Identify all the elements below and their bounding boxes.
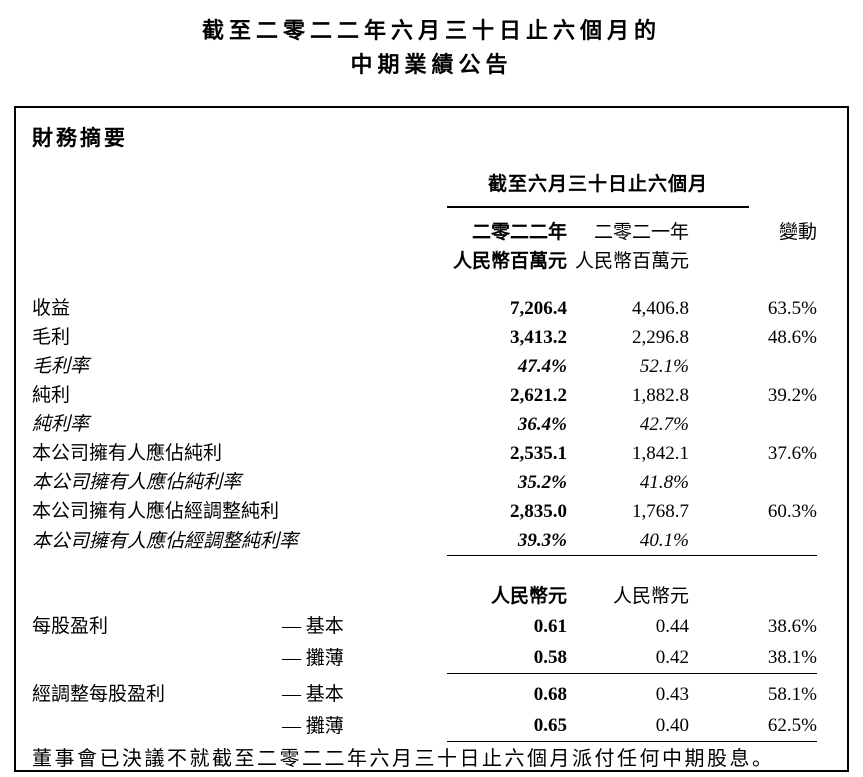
value-change: 60.3% [767,501,817,523]
row-label: 純利率 [32,414,90,436]
value-2021: 0.42 [567,642,689,675]
section-heading: 財務摘要 [32,126,128,151]
value-2022: 7,206.4 [510,298,567,320]
value-2022: 3,413.2 [510,327,567,349]
unit-2021: 人民幣百萬元 [574,251,689,273]
value-2021: 2,296.8 [632,327,689,349]
row-sublabel: — 攤薄 [282,716,344,738]
value-2021: 52.1% [639,356,689,378]
value-2021: 1,768.7 [632,501,689,523]
period-header: 截至六月三十日止六個月 [447,170,749,209]
value-2021: 0.40 [567,710,689,743]
value-2021: 4,406.8 [632,298,689,320]
units-row-yuan: 人民幣元 人民幣元 [32,582,817,611]
value-change: 39.2% [767,385,817,407]
row-sublabel: — 攤薄 [282,648,344,670]
value-2021: 41.8% [639,472,689,494]
value-2021: 40.1% [567,526,689,557]
table-row: 收益 7,206.4 4,406.8 63.5% [32,294,817,323]
column-header-2021: 二零二一年 [593,222,689,244]
value-change: 63.5% [767,298,817,320]
units-row-million: 人民幣百萬元 人民幣百萬元 [32,247,817,276]
value-2022: 2,621.2 [510,385,567,407]
value-2021: 0.44 [655,616,689,638]
value-change: 62.5% [689,710,817,743]
value-2022: 36.4% [517,414,567,436]
value-change: 37.6% [767,443,817,465]
value-2022: 2,835.0 [510,501,567,523]
row-label: 本公司擁有人應佔純利 [32,443,223,465]
row-label: 經調整每股盈利 [32,684,166,706]
table-row: 純利率 36.4% 42.7% [32,410,817,439]
row-label [32,643,282,674]
row-label: 本公司擁有人應佔經調整純利 [32,501,280,523]
value-2022: 0.65 [447,710,567,743]
table-row: 每股盈利 — 基本 0.61 0.44 38.6% [32,611,817,642]
table-row: 本公司擁有人應佔經調整純利 2,835.0 1,768.7 60.3% [32,497,817,526]
unit-2022: 人民幣百萬元 [452,251,567,273]
document-title-line1: 截至二零二二年六月三十日止六個月的 [201,18,661,43]
value-2022: 0.61 [533,616,567,638]
financial-summary-box: 財務摘要 截至六月三十日止六個月 二零二二年 二零二一年 變動 人民幣百萬元 人… [14,106,849,773]
unit-2022: 人民幣元 [490,586,567,608]
table-row: 本公司擁有人應佔純利率 35.2% 41.8% [32,468,817,497]
row-label: 本公司擁有人應佔純利率 [32,472,242,494]
row-label: 純利 [32,385,71,407]
value-2022: 0.58 [447,642,567,675]
value-change [689,555,817,557]
document-title-line2: 中期業績公告 [350,52,513,78]
unit-2021: 人民幣元 [612,586,689,608]
dividend-note: 董事會已決議不就截至二零二二年六月三十日止六個月派付任何中期股息。 [32,748,775,771]
row-label: 毛利 [32,327,71,349]
table-row: 本公司擁有人應佔純利 2,535.1 1,842.1 37.6% [32,439,817,468]
table-row: — 攤薄 0.58 0.42 38.1% [32,642,817,675]
table-row: 經調整每股盈利 — 基本 0.68 0.43 58.1% [32,679,817,710]
document-title: 截至二零二二年六月三十日止六個月的 中期業績公告 [0,0,863,82]
value-2022: 35.2% [517,472,567,494]
value-change: 58.1% [767,684,817,706]
value-change: 38.1% [689,642,817,675]
table-row: 純利 2,621.2 1,882.8 39.2% [32,381,817,410]
value-2022: 2,535.1 [510,443,567,465]
period-header-row: 截至六月三十日止六個月 [32,170,817,209]
table-row: 毛利率 47.4% 52.1% [32,352,817,381]
value-2022: 47.4% [517,356,567,378]
value-2021: 0.43 [655,684,689,706]
table-row: — 攤薄 0.65 0.40 62.5% [32,710,817,743]
row-sublabel: — 基本 [282,684,344,706]
row-sublabel: — 基本 [282,616,344,638]
column-header-row: 二零二二年 二零二一年 變動 [32,218,817,247]
value-2022: 39.3% [447,526,567,557]
table-row: 本公司擁有人應佔經調整純利率 39.3% 40.1% [32,526,817,557]
value-2021: 1,882.8 [632,385,689,407]
row-label: 收益 [32,298,71,320]
value-change: 48.6% [767,327,817,349]
row-label [32,711,282,742]
value-2022: 0.68 [533,684,567,706]
table-row: 毛利 3,413.2 2,296.8 48.6% [32,323,817,352]
row-label: 每股盈利 [32,616,109,638]
column-header-change: 變動 [778,222,817,244]
value-change: 38.6% [767,616,817,638]
row-label: 本公司擁有人應佔經調整純利率 [32,531,299,553]
value-2021: 1,842.1 [632,443,689,465]
column-header-2022: 二零二二年 [471,222,567,244]
row-label: 毛利率 [32,356,90,378]
value-2021: 42.7% [639,414,689,436]
results-table: 截至六月三十日止六個月 二零二二年 二零二一年 變動 人民幣百萬元 人民幣百萬元… [32,164,817,743]
